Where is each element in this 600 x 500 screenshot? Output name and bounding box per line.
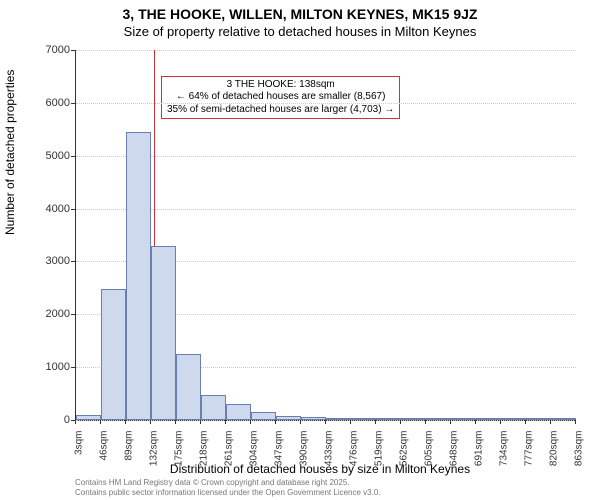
x-tick-mark — [75, 420, 76, 424]
x-tick-mark — [450, 420, 451, 424]
x-tick-mark — [175, 420, 176, 424]
x-tick-mark — [400, 420, 401, 424]
annotation-line1: 3 THE HOOKE: 138sqm — [167, 79, 394, 92]
x-tick-label: 132sqm — [149, 431, 160, 481]
histogram-bar — [451, 418, 476, 420]
x-tick-label: 347sqm — [274, 431, 285, 481]
x-tick-mark — [300, 420, 301, 424]
x-tick-label: 175sqm — [174, 431, 185, 481]
y-tick-label: 6000 — [30, 97, 70, 109]
y-tick-label: 0 — [30, 414, 70, 426]
x-tick-mark — [325, 420, 326, 424]
histogram-bar — [551, 418, 576, 420]
histogram-bar — [251, 412, 276, 420]
x-tick-mark — [425, 420, 426, 424]
y-tick-label: 2000 — [30, 308, 70, 320]
x-tick-mark — [475, 420, 476, 424]
x-tick-mark — [350, 420, 351, 424]
histogram-bar — [351, 418, 376, 420]
x-tick-mark — [550, 420, 551, 424]
grid-line — [76, 156, 576, 157]
x-tick-label: 46sqm — [99, 431, 110, 481]
x-tick-label: 89sqm — [124, 431, 135, 481]
chart-container: 3, THE HOOKE, WILLEN, MILTON KEYNES, MK1… — [0, 0, 600, 500]
x-tick-mark — [150, 420, 151, 424]
x-tick-label: 820sqm — [549, 431, 560, 481]
histogram-bar — [301, 417, 326, 420]
x-tick-label: 734sqm — [499, 431, 510, 481]
x-tick-label: 390sqm — [299, 431, 310, 481]
y-tick-mark — [71, 50, 75, 51]
x-tick-mark — [200, 420, 201, 424]
y-tick-label: 5000 — [30, 150, 70, 162]
y-tick-label: 1000 — [30, 361, 70, 373]
histogram-bar — [326, 418, 351, 420]
x-tick-mark — [225, 420, 226, 424]
y-tick-mark — [71, 156, 75, 157]
histogram-bar — [101, 289, 126, 420]
histogram-bar — [76, 415, 101, 420]
histogram-bar — [526, 418, 551, 420]
x-tick-label: 605sqm — [424, 431, 435, 481]
plot-area: 3 THE HOOKE: 138sqm ← 64% of detached ho… — [75, 50, 576, 421]
y-tick-mark — [71, 314, 75, 315]
y-tick-mark — [71, 367, 75, 368]
x-tick-label: 218sqm — [199, 431, 210, 481]
y-tick-mark — [71, 261, 75, 262]
histogram-bar — [426, 418, 451, 420]
x-tick-label: 3sqm — [74, 431, 85, 481]
y-tick-label: 7000 — [30, 44, 70, 56]
x-tick-label: 433sqm — [324, 431, 335, 481]
grid-line — [76, 209, 576, 210]
chart-title-main: 3, THE HOOKE, WILLEN, MILTON KEYNES, MK1… — [0, 6, 600, 22]
x-tick-label: 691sqm — [474, 431, 485, 481]
y-axis-label: Number of detached properties — [3, 70, 17, 235]
y-tick-mark — [71, 209, 75, 210]
x-tick-mark — [500, 420, 501, 424]
x-tick-label: 304sqm — [249, 431, 260, 481]
histogram-bar — [151, 246, 176, 420]
x-tick-mark — [100, 420, 101, 424]
footer-attribution: Contains HM Land Registry data © Crown c… — [75, 478, 381, 497]
histogram-bar — [476, 418, 501, 420]
grid-line — [76, 50, 576, 51]
histogram-bar — [126, 132, 151, 420]
x-tick-label: 863sqm — [574, 431, 585, 481]
grid-line — [76, 420, 576, 421]
footer-line2: Contains public sector information licen… — [75, 488, 381, 498]
histogram-bar — [176, 354, 201, 420]
histogram-bar — [226, 404, 251, 420]
chart-title-sub: Size of property relative to detached ho… — [0, 24, 600, 39]
x-tick-label: 777sqm — [524, 431, 535, 481]
annotation-box: 3 THE HOOKE: 138sqm ← 64% of detached ho… — [161, 76, 400, 120]
histogram-bar — [501, 418, 526, 420]
y-tick-label: 4000 — [30, 203, 70, 215]
histogram-bar — [276, 416, 301, 420]
x-tick-label: 562sqm — [399, 431, 410, 481]
x-tick-label: 519sqm — [374, 431, 385, 481]
histogram-bar — [201, 395, 226, 420]
y-tick-label: 3000 — [30, 255, 70, 267]
annotation-line3: 35% of semi-detached houses are larger (… — [167, 104, 394, 117]
y-tick-mark — [71, 103, 75, 104]
x-tick-label: 476sqm — [349, 431, 360, 481]
histogram-bar — [376, 418, 401, 420]
x-tick-mark — [525, 420, 526, 424]
x-tick-label: 648sqm — [449, 431, 460, 481]
x-tick-mark — [250, 420, 251, 424]
x-tick-mark — [125, 420, 126, 424]
histogram-bar — [401, 418, 426, 420]
x-tick-label: 261sqm — [224, 431, 235, 481]
x-tick-mark — [275, 420, 276, 424]
x-tick-mark — [375, 420, 376, 424]
x-tick-mark — [575, 420, 576, 424]
grid-line — [76, 103, 576, 104]
